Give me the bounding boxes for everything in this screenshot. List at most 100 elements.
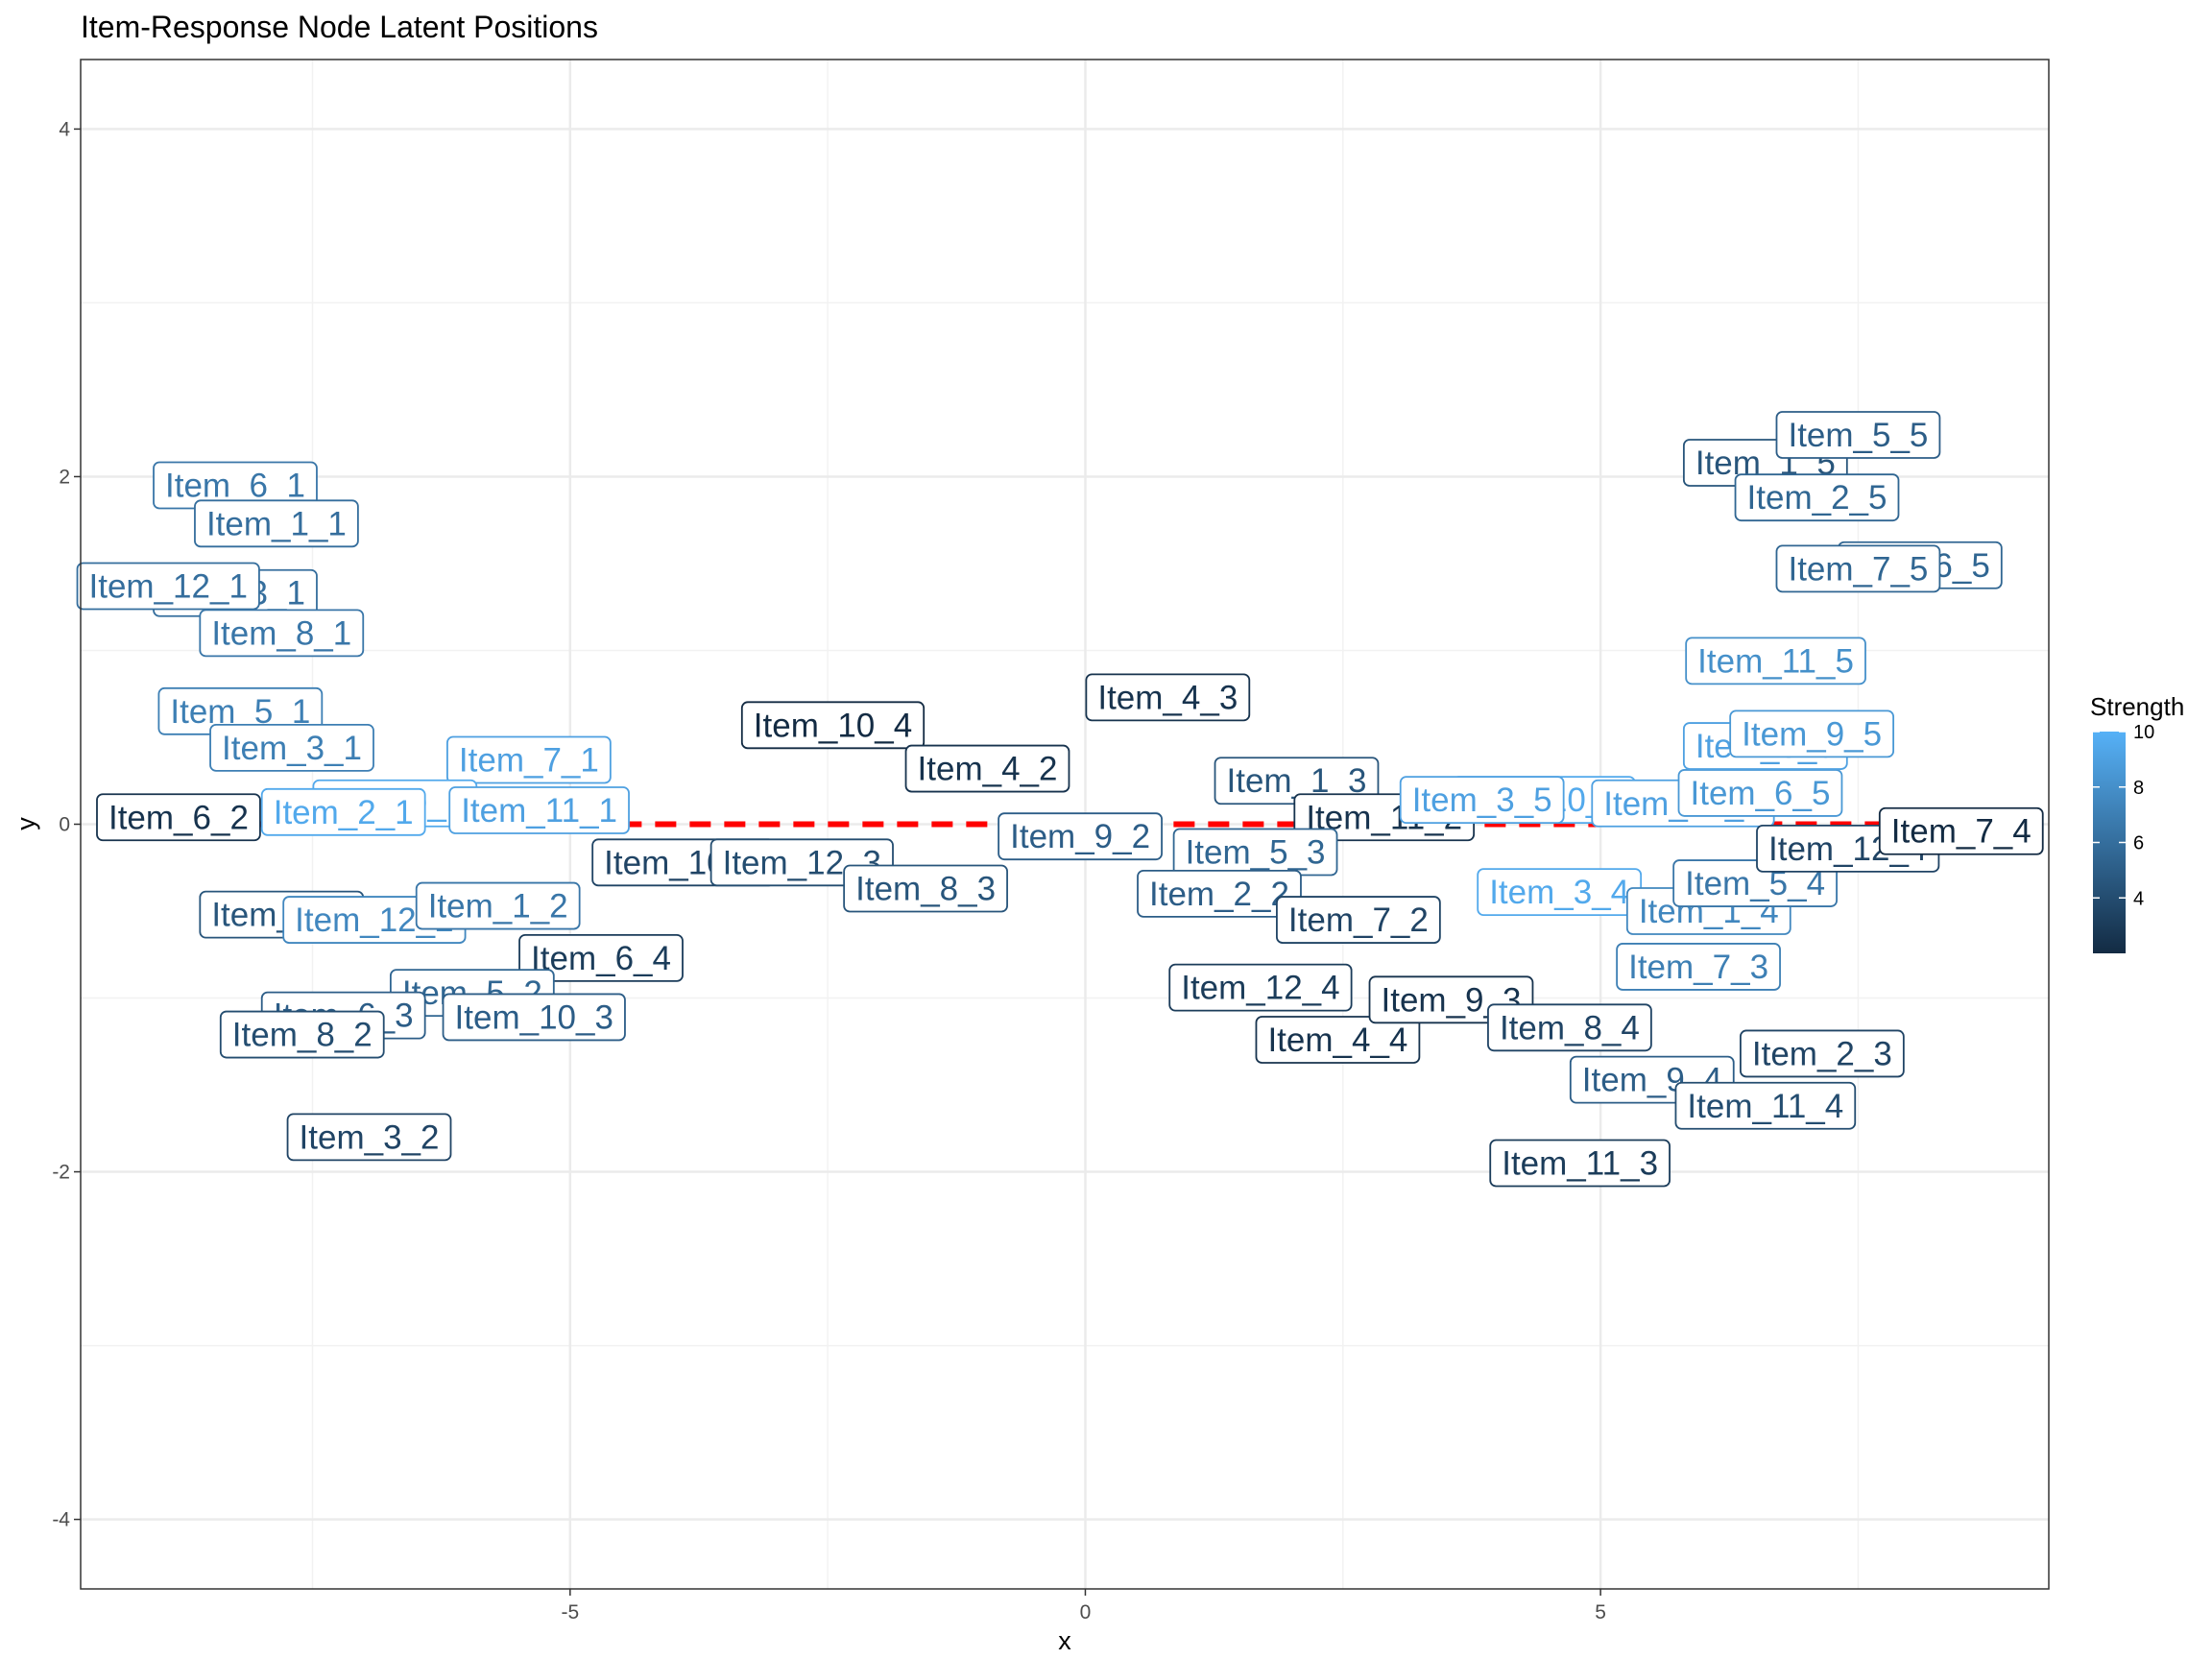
x-tick-label: -5 xyxy=(561,1601,579,1623)
label-box xyxy=(1255,1016,1421,1064)
x-tick-label: 5 xyxy=(1595,1601,1606,1623)
label-box xyxy=(1399,776,1565,825)
legend-tick-label: 10 xyxy=(2133,722,2154,743)
label-text: Item_2_3 xyxy=(1752,1035,1892,1072)
label-text: Item_7_5 xyxy=(1788,550,1928,588)
point-label-item-4-4: Item_4_4 xyxy=(1255,1016,1421,1064)
label-box xyxy=(209,723,374,772)
point-label-item-11-5: Item_11_5 xyxy=(1685,637,1866,685)
label-text: Item_1_2 xyxy=(428,888,568,926)
y-tick-label: -2 xyxy=(52,1162,70,1184)
label-text: Item_7_4 xyxy=(1891,813,2032,851)
label-text: Item_10_4 xyxy=(754,707,912,744)
label-text: Item_9_2 xyxy=(1010,818,1150,855)
y-tick-label: -4 xyxy=(52,1509,70,1531)
point-label-item-8-3: Item_8_3 xyxy=(843,864,1008,913)
point-label-item-4-3: Item_4_3 xyxy=(1085,673,1251,722)
label-box xyxy=(518,933,684,982)
label-text: Item_8_2 xyxy=(232,1017,373,1054)
label-box xyxy=(76,562,260,611)
label-box xyxy=(1775,411,1941,459)
label-text: Item_4_3 xyxy=(1097,679,1238,716)
point-label-item-2-5: Item_2_5 xyxy=(1734,473,1900,522)
label-text: Item_7_2 xyxy=(1288,902,1429,939)
label-box xyxy=(1487,1003,1652,1052)
y-tick-label: 2 xyxy=(59,466,70,488)
label-box xyxy=(1734,473,1900,522)
label-text: Item_12_4 xyxy=(1181,970,1339,1007)
y-tick-label: 4 xyxy=(59,118,70,140)
label-box xyxy=(1685,637,1866,685)
point-label-item-9-5: Item_9_5 xyxy=(1729,709,1895,758)
point-label-item-12-1: Item_12_1 xyxy=(76,562,260,611)
legend: Strength 4 6 8 10 xyxy=(2090,692,2184,953)
point-label-item-1-3: Item_1_3 xyxy=(1214,757,1380,805)
point-label-item-2-1: Item_2_1 xyxy=(260,787,426,836)
label-box xyxy=(843,864,1008,913)
label-box xyxy=(1740,1029,1905,1078)
x-axis-title: x xyxy=(1058,1626,1071,1655)
label-text: Item_4_4 xyxy=(1267,1022,1407,1059)
point-label-item-11-1: Item_11_1 xyxy=(448,786,630,834)
label-box xyxy=(286,1113,452,1162)
label-text: Item_5_3 xyxy=(1186,833,1326,871)
label-text: Item_7_1 xyxy=(459,742,599,780)
label-text: Item_4_2 xyxy=(918,751,1058,788)
label-text: Item_1_1 xyxy=(206,505,347,542)
label-box xyxy=(740,701,926,750)
point-label-item-5-1: Item_5_1 xyxy=(157,686,324,735)
legend-tick-label: 4 xyxy=(2133,888,2144,909)
label-box xyxy=(1276,896,1441,944)
label-text: Item_8_3 xyxy=(855,870,996,907)
label-text: Item_3_5 xyxy=(1412,781,1552,819)
point-label-item-5-3: Item_5_3 xyxy=(1172,828,1338,877)
legend-tick-label: 8 xyxy=(2133,778,2144,799)
point-label-item-6-4: Item_6_4 xyxy=(518,933,684,982)
point-label-item-9-2: Item_9_2 xyxy=(998,812,1163,861)
point-label-item-10-4: Item_10_4 xyxy=(740,701,926,750)
legend-title: Strength xyxy=(2090,692,2184,721)
label-box xyxy=(260,787,426,836)
label-box xyxy=(1878,806,2044,855)
y-tick-label: 0 xyxy=(59,814,70,836)
label-text: Item_3_2 xyxy=(300,1118,440,1156)
label-box xyxy=(1489,1139,1671,1188)
label-text: Item_10_3 xyxy=(455,998,613,1036)
point-label-item-3-1: Item_3_1 xyxy=(209,723,374,772)
label-text: Item_11_4 xyxy=(1687,1088,1843,1125)
point-label-item-2-2: Item_2_2 xyxy=(1137,870,1302,918)
point-label-item-3-5: Item_3_5 xyxy=(1399,776,1565,825)
label-box xyxy=(194,499,359,548)
label-box xyxy=(1729,709,1895,758)
point-label-item-2-3: Item_2_3 xyxy=(1740,1029,1905,1078)
chart-title: Item-Response Node Latent Positions xyxy=(81,10,598,44)
x-tick-label: 0 xyxy=(1080,1601,1092,1623)
point-label-item-1-2: Item_1_2 xyxy=(415,881,581,930)
label-text: Item_11_3 xyxy=(1502,1144,1658,1182)
point-label-item-5-5: Item_5_5 xyxy=(1775,411,1941,459)
label-box xyxy=(1616,943,1781,991)
point-label-item-4-2: Item_4_2 xyxy=(904,744,1070,793)
label-box xyxy=(442,993,626,1042)
point-label-item-8-1: Item_8_1 xyxy=(199,609,365,658)
label-text: Item_12_1 xyxy=(89,567,248,605)
point-label-item-7-2: Item_7_2 xyxy=(1276,896,1441,944)
legend-ticks: 4 6 8 10 xyxy=(2093,722,2154,909)
label-text: Item_7_3 xyxy=(1628,949,1768,986)
point-label-item-7-5: Item_7_5 xyxy=(1775,544,1941,593)
label-box xyxy=(199,609,365,658)
label-box xyxy=(448,786,630,834)
label-box xyxy=(1085,673,1251,722)
legend-tick-label: 6 xyxy=(2133,833,2144,854)
point-label-item-7-3: Item_7_3 xyxy=(1616,943,1781,991)
label-box xyxy=(904,744,1070,793)
point-label-item-6-5: Item_6_5 xyxy=(1677,769,1843,817)
point-label-item-12-4: Item_12_4 xyxy=(1168,963,1353,1012)
point-label-item-10-3: Item_10_3 xyxy=(442,993,626,1042)
point-label-item-11-4: Item_11_4 xyxy=(1674,1081,1857,1130)
point-label-item-6-2: Item_6_2 xyxy=(96,793,261,842)
label-text: Item_2_2 xyxy=(1149,876,1289,913)
point-label-item-1-1: Item_1_1 xyxy=(194,499,359,548)
